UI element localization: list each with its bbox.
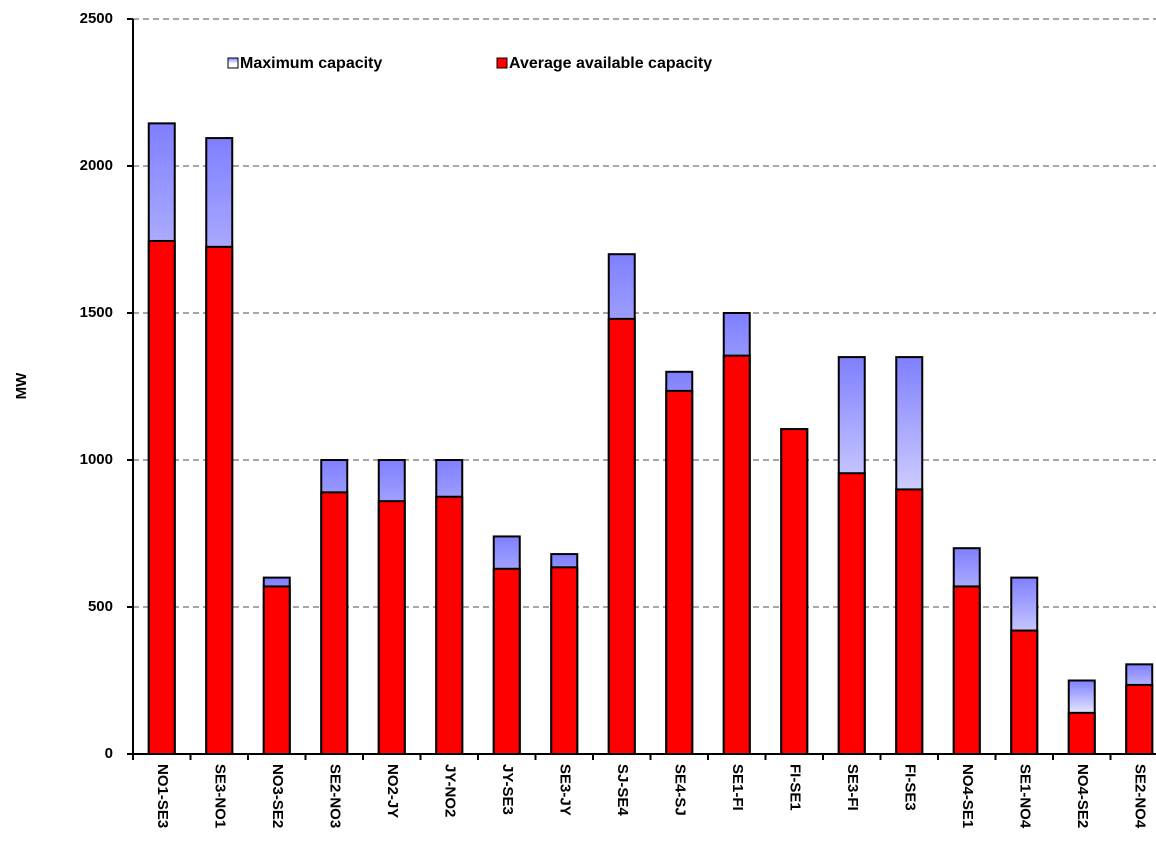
x-tick-label: SE1-NO4 [1016,764,1033,829]
legend-label: Maximum capacity [240,55,382,72]
y-axis-label: MW [13,372,30,399]
x-tick-label: SE4-SJ [671,764,688,816]
y-tick-label: 2500 [80,10,113,27]
bar [550,566,579,755]
bar [147,239,176,756]
bar [722,354,751,755]
bar [665,389,694,755]
y-tick-label: 2000 [80,157,113,174]
x-tick-label: SE3-NO1 [211,764,228,828]
y-tick-label: 1000 [80,451,113,468]
x-tick-label: NO4-SE1 [959,764,976,828]
x-tick-label: NO4-SE2 [1074,764,1091,828]
x-tick-label: FI-SE1 [786,764,803,811]
y-tick-label: 500 [88,598,113,615]
x-tick-label: SE1-FI [729,764,746,811]
x-tick-label: SE3-JY [556,764,573,816]
x-tick-label: SE2-NO4 [1131,764,1148,829]
bar [952,585,981,755]
bar [435,495,464,755]
x-tick-label: NO3-SE2 [269,764,286,828]
x-tick-label: SE2-NO3 [326,764,343,828]
bar [205,245,234,755]
legend-swatch [496,57,508,69]
bar [1067,711,1096,756]
x-tick-label: SJ-SE4 [614,764,631,816]
bar [1010,629,1039,756]
bar [492,567,521,756]
bar [377,500,406,755]
bar [780,428,809,755]
x-tick-label: FI-SE3 [901,764,918,811]
bar [895,488,924,755]
x-tick-label: NO1-SE3 [154,764,171,828]
bar [607,317,636,755]
bar [262,585,291,755]
x-tick-label: NO2-JY [384,764,401,818]
bar [320,491,349,755]
bar [837,472,866,755]
y-tick-label: 0 [105,745,113,762]
y-tick-label: 1500 [80,304,113,321]
legend-swatch [227,57,239,69]
x-tick-label: JY-SE3 [499,764,516,815]
x-tick-label: JY-NO2 [441,764,458,817]
legend-label: Average available capacity [509,55,712,72]
bar [1125,683,1154,755]
x-tick-label: SE3-FI [844,764,861,811]
